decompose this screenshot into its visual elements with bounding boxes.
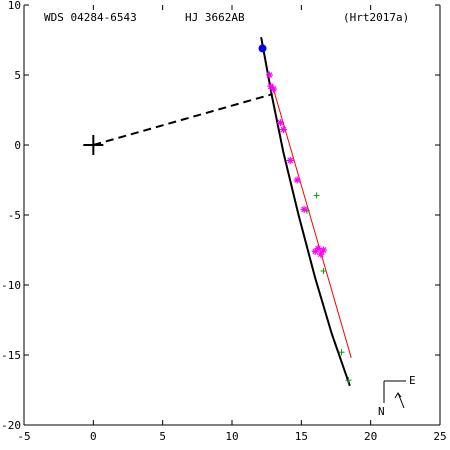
x-tick-label: 10 (225, 430, 238, 443)
motion-arrow-head (394, 392, 402, 399)
x-tick-label: -5 (17, 430, 30, 443)
speckle-point (279, 126, 287, 134)
reference-label: (Hrt2017a) (343, 11, 409, 24)
compass-east-label: E (409, 374, 416, 387)
y-tick-label: -20 (1, 419, 21, 432)
speckle-point (317, 250, 325, 258)
y-tick-label: -15 (1, 349, 21, 362)
micrometer-points (303, 192, 352, 384)
speckle-point (314, 245, 322, 253)
micrometer-point (313, 192, 320, 199)
speckle-point (270, 85, 278, 93)
connector-segment (93, 93, 272, 146)
y-tick-label: 0 (14, 139, 21, 152)
speckle-point (320, 246, 328, 254)
x-tick-label: 0 (90, 430, 97, 443)
x-tick-label: 5 (159, 430, 166, 443)
speckle-point (265, 71, 273, 79)
compass: E N (378, 374, 416, 418)
linear-fit-segment (271, 84, 352, 358)
linear-fit-line (271, 84, 352, 358)
micrometer-point (345, 377, 352, 384)
compass-north-label: N (378, 405, 385, 418)
x-tick-label: 25 (433, 430, 446, 443)
speckle-point (300, 205, 308, 213)
x-tick-label: 15 (295, 430, 308, 443)
orbit-line (260, 37, 351, 387)
primary-star-marker (83, 135, 104, 155)
hipparcos-points (258, 44, 267, 53)
motion-arrow-shaft (397, 392, 405, 409)
axis-tick-labels: -5 0 5 10 15 20 25 10 5 0 -5 -10 -15 -20 (1, 0, 447, 443)
micrometer-point (338, 349, 345, 356)
speckle-point (286, 156, 294, 164)
wds-id-label: WDS 04284-6543 (44, 11, 137, 24)
hipparcos-point (258, 44, 267, 53)
pair-name-label: HJ 3662AB (185, 11, 245, 24)
speckle-point (277, 119, 285, 127)
y-tick-label: 5 (14, 69, 21, 82)
speckle-point (293, 176, 301, 184)
y-tick-label: -5 (8, 209, 21, 222)
y-tick-label: -10 (1, 279, 21, 292)
y-tick-label: 10 (8, 0, 21, 12)
micrometer-point (320, 268, 327, 274)
periastron-connector (93, 93, 272, 146)
x-tick-label: 20 (364, 430, 377, 443)
axis-ticks (23, 4, 441, 426)
speckle-points (265, 71, 328, 258)
orbit-path (260, 37, 351, 387)
